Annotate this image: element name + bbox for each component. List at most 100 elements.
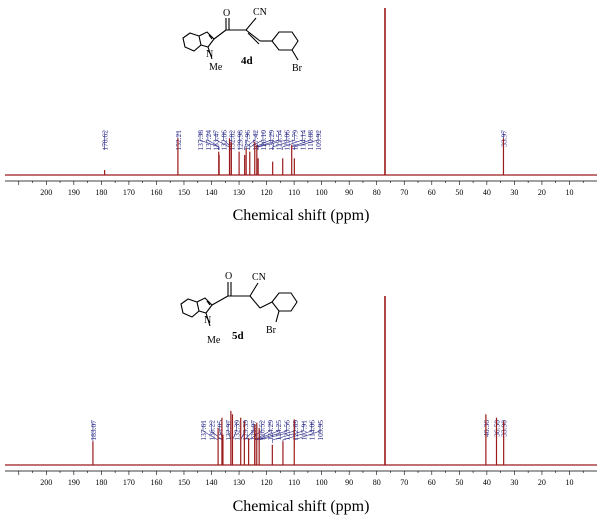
- structure-bromine-label: Br: [292, 63, 303, 74]
- peak-leader-line: [244, 132, 248, 150]
- peak-label: 109.92: [314, 130, 323, 151]
- x-tick-label: 200: [40, 188, 52, 197]
- x-tick-label: 130: [233, 188, 245, 197]
- peak-label: 132.39: [232, 420, 241, 441]
- x-axis: 200 190 180 170 160 150 140 130 120 110 100 90 80 70 6…: [5, 180, 597, 197]
- x-tick-label: 70: [400, 188, 408, 197]
- x-axis: 200 190 180 170 160 150 140 130 120 110 100 90 80 70 6…: [5, 470, 597, 487]
- peak-label: 136.22: [207, 420, 216, 441]
- peak-leader-line: [272, 422, 304, 443]
- x-tick-label: 170: [123, 478, 135, 487]
- peak-label: 132.82: [227, 130, 236, 151]
- structure-bromine-label: Br: [266, 325, 277, 336]
- peak-label: 122.69: [291, 420, 300, 441]
- peak-label: 109.95: [316, 420, 325, 441]
- x-tick-label: 190: [68, 478, 80, 487]
- peak-label: 183.07: [89, 420, 98, 441]
- peak-labels: 137.38137.24133.47132.86132.82129.98127.…: [101, 130, 509, 151]
- peak-label: 126.10: [259, 130, 268, 151]
- x-tick-label: 190: [68, 188, 80, 197]
- peak-label: 137.61: [199, 420, 208, 441]
- structure-oxygen-label: O: [223, 8, 230, 19]
- spectrum-peaks: [5, 296, 597, 466]
- structure-nitrogen-label: N: [204, 315, 211, 326]
- x-tick-label: 10: [565, 478, 573, 487]
- x-tick-label: 180: [95, 478, 107, 487]
- x-tick-label: 70: [400, 478, 408, 487]
- peak-label: 123.56: [283, 420, 292, 441]
- peak-label: 129.98: [235, 130, 244, 151]
- x-tick-label: 110: [288, 188, 300, 197]
- x-tick-label: 20: [538, 478, 546, 487]
- structure-methyl-label: Me: [207, 335, 221, 346]
- peak-leader-line: [199, 132, 220, 150]
- x-axis-label: Chemical shift (ppm): [233, 498, 370, 515]
- spectrum-panel-4d: O CN N Me Br 4d 137.38137.24133.47132.86…: [5, 7, 597, 224]
- structure-nitrile-label: CN: [253, 7, 267, 18]
- x-tick-label: 100: [316, 188, 328, 197]
- structure-nitrile-label: CN: [252, 272, 266, 283]
- structure-nitrogen-label: N: [206, 49, 213, 60]
- x-tick-label: 120: [261, 478, 273, 487]
- x-tick-label: 150: [178, 478, 190, 487]
- peak-leader-line: [282, 132, 303, 150]
- x-tick-label: 40: [483, 188, 491, 197]
- x-tick-label: 100: [316, 478, 328, 487]
- peak-label: 124.29: [267, 130, 276, 151]
- x-tick-label: 140: [206, 188, 218, 197]
- x-tick-label: 160: [150, 188, 162, 197]
- x-axis-label: Chemical shift (ppm): [233, 207, 370, 224]
- peak-leader-line: [257, 132, 287, 150]
- peak-label: 135.85: [216, 420, 225, 441]
- compound-label: 4d: [241, 55, 253, 67]
- peak-label: 178.62: [101, 130, 110, 151]
- x-tick-label: 30: [510, 188, 518, 197]
- x-tick-label: 150: [178, 188, 190, 197]
- x-tick-label: 50: [455, 478, 463, 487]
- x-tick-label: 40: [483, 478, 491, 487]
- peak-label: 124.29: [266, 420, 275, 441]
- compound-label: 5d: [232, 330, 244, 342]
- x-tick-label: 130: [233, 478, 245, 487]
- x-tick-label: 80: [373, 478, 381, 487]
- spectrum-panel-5d: O CN N Me Br 5d 137.61 136.22 135.85 132.97…: [5, 271, 597, 515]
- peak-label: 129.39: [241, 420, 250, 441]
- spectrum-peaks: [5, 8, 597, 176]
- x-tick-label: 140: [206, 478, 218, 487]
- x-tick-label: 90: [345, 478, 353, 487]
- peak-label: 126.52: [258, 420, 267, 441]
- structure-5d: [180, 282, 298, 327]
- x-tick-label: 160: [150, 478, 162, 487]
- peak-label: 132.97: [224, 420, 233, 441]
- peak-leader-line: [249, 132, 264, 150]
- peak-label: 124.25: [274, 420, 283, 441]
- structure-4d-labels: O CN N Me Br: [206, 7, 303, 74]
- x-tick-label: 120: [261, 188, 273, 197]
- x-tick-label: 30: [510, 478, 518, 487]
- x-tick-label: 20: [538, 188, 546, 197]
- peak-label: 117.79: [290, 130, 299, 151]
- peak-leader-line: [207, 132, 220, 150]
- structure-oxygen-label: O: [225, 271, 232, 282]
- x-tick-label: 50: [455, 188, 463, 197]
- x-tick-label: 10: [565, 188, 573, 197]
- structure-methyl-label: Me: [209, 62, 223, 73]
- peak-labels: 137.61 136.22 135.85 132.97 132.39 129.39 128.…: [89, 420, 509, 443]
- peak-leader-line: [294, 132, 319, 150]
- peak-label: 110.88: [306, 130, 315, 151]
- x-tick-label: 180: [95, 188, 107, 197]
- x-tick-label: 170: [123, 188, 135, 197]
- x-tick-label: 60: [428, 478, 436, 487]
- structure-5d-labels: O CN N Me Br: [204, 271, 277, 346]
- peak-label: 114.14: [298, 130, 307, 151]
- peak-label: 123.06: [283, 130, 292, 151]
- peak-label: 117.91: [299, 420, 308, 441]
- x-tick-label: 200: [40, 478, 52, 487]
- x-tick-label: 110: [288, 478, 300, 487]
- peak-label: 127.42: [251, 130, 260, 151]
- x-tick-label: 90: [345, 188, 353, 197]
- peak-label: 114.06: [308, 420, 317, 441]
- peak-leader-line: [272, 132, 295, 150]
- x-tick-label: 60: [428, 188, 436, 197]
- peak-label: 123.54: [275, 130, 284, 151]
